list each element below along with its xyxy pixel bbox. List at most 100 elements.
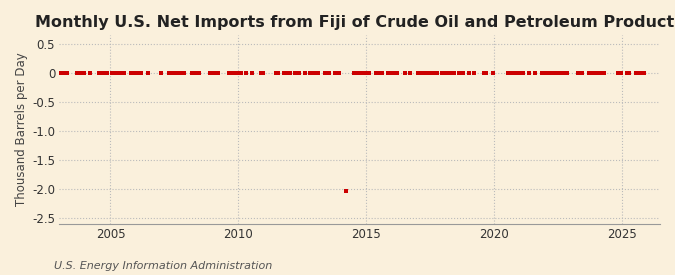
Point [541, 71, 551, 75]
Point [545, 71, 556, 75]
Point [637, 71, 647, 75]
Point [334, 71, 345, 75]
Point [59, 71, 70, 75]
Point [624, 71, 634, 75]
Point [572, 71, 583, 75]
Point [632, 71, 643, 75]
Point [163, 71, 174, 75]
Point [136, 71, 146, 75]
Point [168, 71, 179, 75]
Point [598, 71, 609, 75]
Point [108, 71, 119, 75]
Point [204, 71, 215, 75]
Point [304, 71, 315, 75]
Point [187, 71, 198, 75]
Point [524, 71, 535, 75]
Point [562, 71, 573, 75]
Point [119, 71, 130, 75]
Point [179, 71, 190, 75]
Point [279, 71, 290, 75]
Point [443, 71, 454, 75]
Point [417, 71, 428, 75]
Point [592, 71, 603, 75]
Point [574, 71, 585, 75]
Point [93, 71, 104, 75]
Point [613, 71, 624, 75]
Point [255, 71, 266, 75]
Point [577, 71, 588, 75]
Point [234, 71, 245, 75]
Point [236, 71, 247, 75]
Y-axis label: Thousand Barrels per Day: Thousand Barrels per Day [15, 53, 28, 206]
Point [400, 71, 411, 75]
Point [130, 71, 140, 75]
Point [126, 71, 136, 75]
Point [57, 71, 68, 75]
Point [558, 71, 568, 75]
Title: Monthly U.S. Net Imports from Fiji of Crude Oil and Petroleum Products: Monthly U.S. Net Imports from Fiji of Cr… [35, 15, 675, 30]
Point [537, 71, 547, 75]
Point [615, 71, 626, 75]
Point [290, 71, 300, 75]
Point [583, 71, 594, 75]
Point [270, 71, 281, 75]
Point [449, 71, 460, 75]
Point [246, 71, 257, 75]
Point [456, 71, 466, 75]
Point [213, 71, 223, 75]
Point [481, 71, 492, 75]
Point [194, 71, 205, 75]
Point [404, 71, 415, 75]
Point [98, 71, 109, 75]
Point [385, 71, 396, 75]
Point [517, 71, 528, 75]
Point [78, 71, 89, 75]
Point [232, 71, 242, 75]
Point [423, 71, 434, 75]
Point [189, 71, 200, 75]
Point [283, 71, 294, 75]
Point [106, 71, 117, 75]
Point [72, 71, 83, 75]
Point [323, 71, 334, 75]
Point [306, 71, 317, 75]
Point [272, 71, 283, 75]
Point [421, 71, 432, 75]
Point [102, 71, 113, 75]
Point [426, 71, 437, 75]
Point [504, 71, 515, 75]
Point [432, 71, 443, 75]
Point [225, 71, 236, 75]
Point [547, 71, 558, 75]
Point [436, 71, 447, 75]
Point [445, 71, 456, 75]
Point [387, 71, 398, 75]
Point [292, 71, 302, 75]
Point [596, 71, 607, 75]
Point [330, 71, 341, 75]
Point [310, 71, 321, 75]
Point [419, 71, 430, 75]
Point [464, 71, 475, 75]
Point [223, 71, 234, 75]
Point [479, 71, 489, 75]
Point [371, 71, 381, 75]
Point [134, 71, 144, 75]
Point [430, 71, 441, 75]
Point [166, 71, 177, 75]
Text: U.S. Energy Information Administration: U.S. Energy Information Administration [54, 261, 272, 271]
Point [349, 71, 360, 75]
Point [227, 71, 238, 75]
Point [313, 71, 323, 75]
Point [340, 188, 351, 193]
Point [585, 71, 596, 75]
Point [285, 71, 296, 75]
Point [300, 71, 310, 75]
Point [362, 71, 373, 75]
Point [468, 71, 479, 75]
Point [117, 71, 128, 75]
Point [392, 71, 402, 75]
Point [319, 71, 330, 75]
Point [454, 71, 464, 75]
Point [551, 71, 562, 75]
